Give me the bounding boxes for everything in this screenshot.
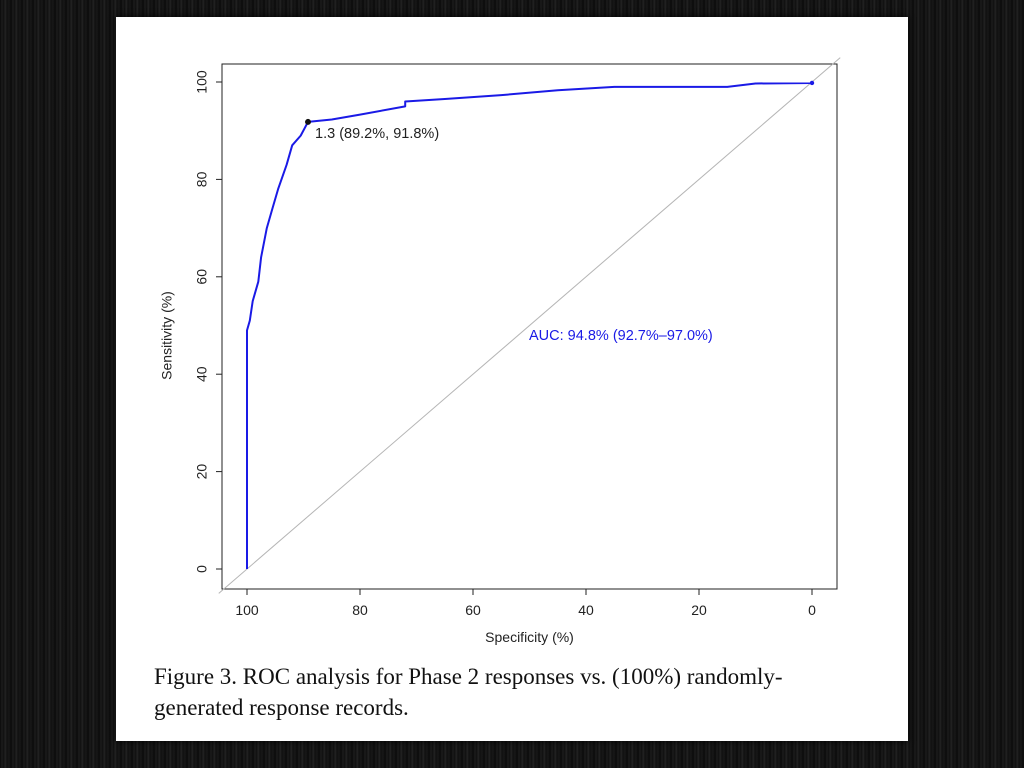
optimal-threshold-label: 1.3 (89.2%, 91.8%) xyxy=(315,126,439,142)
auc-label: AUC: 94.8% (92.7%–97.0%) xyxy=(529,328,713,344)
y-axis-title: Sensitivity (%) xyxy=(159,291,175,380)
y-tick-label: 60 xyxy=(194,269,210,285)
x-tick-label: 100 xyxy=(235,602,259,618)
x-tick-label: 80 xyxy=(352,602,368,618)
caption-line-1: Figure 3. ROC analysis for Phase 2 respo… xyxy=(154,664,783,689)
x-tick-label: 40 xyxy=(578,602,594,618)
slide-panel: 100 80 60 40 20 0 0 20 40 60 80 100 Specificity (%) S… xyxy=(116,17,908,741)
x-tick-label: 20 xyxy=(691,602,707,618)
x-tick-label: 0 xyxy=(808,602,816,618)
figure-caption: Figure 3. ROC analysis for Phase 2 respo… xyxy=(154,661,884,723)
optimal-threshold-point xyxy=(305,118,312,125)
roc-end-point-dot xyxy=(809,80,815,86)
roc-chart: 100 80 60 40 20 0 0 20 40 60 80 100 Specificity (%) S… xyxy=(159,57,841,645)
y-tick-label: 40 xyxy=(194,366,210,382)
diagonal-reference-line xyxy=(218,57,841,594)
x-tick-label: 60 xyxy=(465,602,481,618)
caption-line-2: generated response records. xyxy=(154,695,409,720)
y-tick-label: 100 xyxy=(194,70,210,94)
y-tick-label: 80 xyxy=(194,171,210,187)
x-axis-title: Specificity (%) xyxy=(485,629,574,645)
y-tick-label: 0 xyxy=(194,565,210,573)
y-tick-label: 20 xyxy=(194,464,210,480)
plot-frame xyxy=(221,63,838,590)
